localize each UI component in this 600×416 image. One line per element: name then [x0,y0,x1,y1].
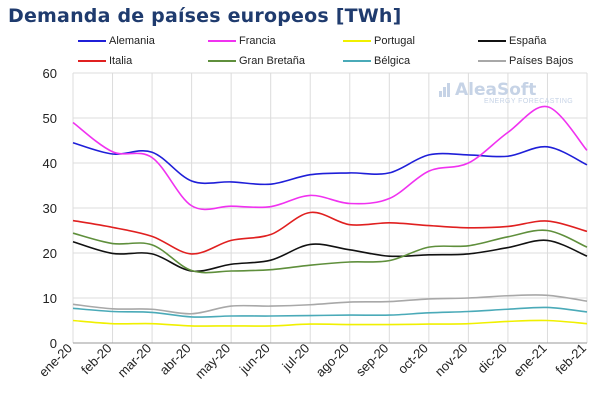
y-tick-label: 0 [50,336,57,351]
legend-item-belgica: Bélgica [343,54,410,68]
legend-label: Alemania [109,35,155,47]
legend-swatch [343,60,371,62]
legend-swatch [478,60,506,62]
legend-item-francia: Francia [208,34,276,48]
legend-swatch [78,40,106,42]
legend-label: Gran Bretaña [239,55,306,67]
legend-label: Portugal [374,35,415,47]
legend-label: España [509,35,547,47]
legend-label: Bélgica [374,55,411,67]
series-line-paises-bajos [72,294,588,315]
legend-swatch [208,40,236,42]
logo-name: AleaSoft [455,80,537,100]
logo-tagline: ENERGY FORECASTING [484,98,574,105]
y-tick-label: 30 [43,201,57,216]
series-line-belgica [72,306,588,318]
x-tick-label: may-20 [192,341,233,382]
y-tick-label: 50 [43,111,57,126]
legend-label: Italia [109,55,133,67]
legend-swatch [78,60,106,62]
legend-label: Países Bajos [509,55,574,67]
y-tick-label: 60 [43,66,57,81]
x-tick-label: feb-20 [78,341,115,378]
logo-mark-icon [439,83,450,97]
x-tick-label: nov-20 [432,341,471,380]
legend-item-portugal: Portugal [343,34,415,48]
x-tick-label: mar-20 [114,341,154,381]
x-tick-label: jul-20 [279,341,313,375]
legend-item-paises-bajos: Países Bajos [478,54,573,68]
legend-item-alemania: Alemania [78,34,155,48]
x-tick-label: dic-20 [474,341,510,377]
x-tick-label: feb-21 [552,341,589,378]
series-line-portugal [72,319,588,327]
legend-item-italia: Italia [78,54,132,68]
chart-title: Demanda de países europeos [TWh] [8,5,402,27]
x-tick-label: ago-20 [313,341,352,380]
series-line-gran-bretana [72,229,588,274]
series-line-espana [72,239,588,273]
x-tick-label: sep-20 [353,341,392,380]
legend-label: Francia [239,35,276,47]
y-tick-label: 40 [43,156,57,171]
legend-swatch [343,40,371,42]
legend-swatch [208,60,236,62]
x-tick-label: jun-20 [236,341,273,378]
x-tick-label: abr-20 [157,341,194,378]
legend-item-espana: España [478,34,546,48]
legend-swatch [478,40,506,42]
y-tick-label: 20 [43,246,57,261]
series-line-francia [72,105,588,211]
series-line-italia [72,211,588,255]
x-tick-label: oct-20 [395,341,431,377]
x-tick-label: ene-21 [510,341,549,380]
series-line-alemania [72,141,588,186]
y-tick-label: 10 [43,291,57,306]
legend-item-gran-bretana: Gran Bretaña [208,54,305,68]
